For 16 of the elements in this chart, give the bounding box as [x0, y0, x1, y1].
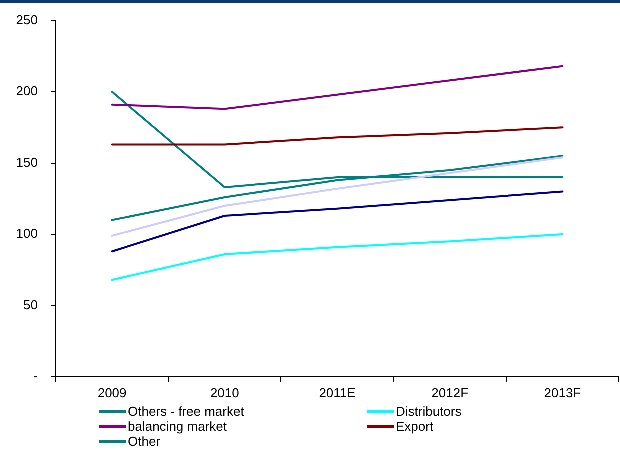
x-tick-label: 2013F — [544, 385, 582, 400]
x-tick-label: 2012F — [432, 385, 469, 400]
x-tick-label: 2010 — [210, 385, 240, 400]
legend-label: Other — [128, 434, 161, 449]
x-tick-label: 2009 — [98, 385, 127, 400]
y-tick-label: 50 — [24, 297, 38, 312]
y-tick-label: 200 — [16, 84, 38, 99]
legend-label: Distributors — [396, 404, 462, 419]
legend-label: Others - free market — [128, 404, 244, 419]
y-tick-label: 250 — [16, 12, 38, 28]
y-tick-label: 100 — [16, 226, 38, 242]
legend-label: Export — [396, 419, 434, 434]
y-tick-label: - — [34, 368, 38, 384]
y-tick-label: 150 — [16, 154, 38, 170]
legend-label: balancing market — [128, 419, 227, 434]
x-tick-label: 2011E — [319, 385, 356, 400]
